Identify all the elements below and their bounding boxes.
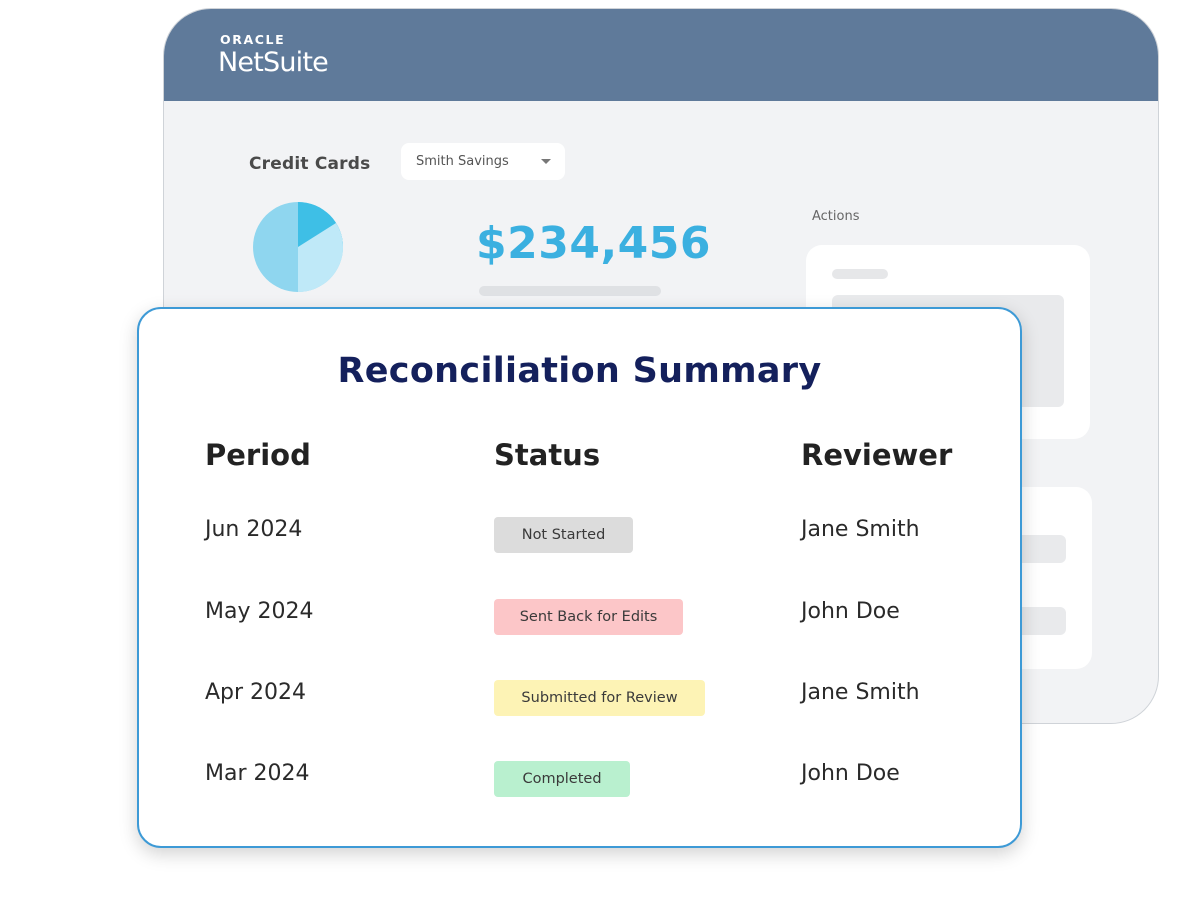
account-select-value: Smith Savings xyxy=(416,154,509,169)
column-header-status: Status xyxy=(494,438,601,472)
status-badge: Not Started xyxy=(494,517,633,553)
netsuite-logo-text: NetSuite xyxy=(218,47,329,78)
row-reviewer: John Doe xyxy=(801,599,900,624)
placeholder-bar xyxy=(479,286,661,296)
row-period: Mar 2024 xyxy=(205,761,310,786)
oracle-logo-text: ORACLE xyxy=(220,32,286,47)
row-reviewer: Jane Smith xyxy=(801,517,920,542)
column-header-period: Period xyxy=(205,438,311,472)
row-period: Apr 2024 xyxy=(205,680,307,705)
pie-slice-light-top xyxy=(298,223,343,247)
row-period: Jun 2024 xyxy=(205,517,303,542)
actions-label: Actions xyxy=(812,209,860,224)
section-label: Credit Cards xyxy=(249,154,371,174)
pie-slice-light xyxy=(298,247,343,292)
row-reviewer: John Doe xyxy=(801,761,900,786)
row-period: May 2024 xyxy=(205,599,314,624)
account-select[interactable]: Smith Savings xyxy=(401,143,565,180)
summary-title: Reconciliation Summary xyxy=(337,351,822,391)
balance-amount: $234,456 xyxy=(476,218,712,269)
row-reviewer: Jane Smith xyxy=(801,680,920,705)
chevron-down-icon xyxy=(541,159,551,164)
balance-pie-chart xyxy=(253,202,343,292)
column-header-reviewer: Reviewer xyxy=(801,438,953,472)
status-badge: Completed xyxy=(494,761,630,797)
placeholder-line xyxy=(832,269,888,279)
status-badge: Submitted for Review xyxy=(494,680,705,716)
app-header: ORACLE NetSuite xyxy=(164,9,1158,101)
status-badge: Sent Back for Edits xyxy=(494,599,683,635)
reconciliation-summary-card: Reconciliation Summary Period Status Rev… xyxy=(137,307,1022,848)
